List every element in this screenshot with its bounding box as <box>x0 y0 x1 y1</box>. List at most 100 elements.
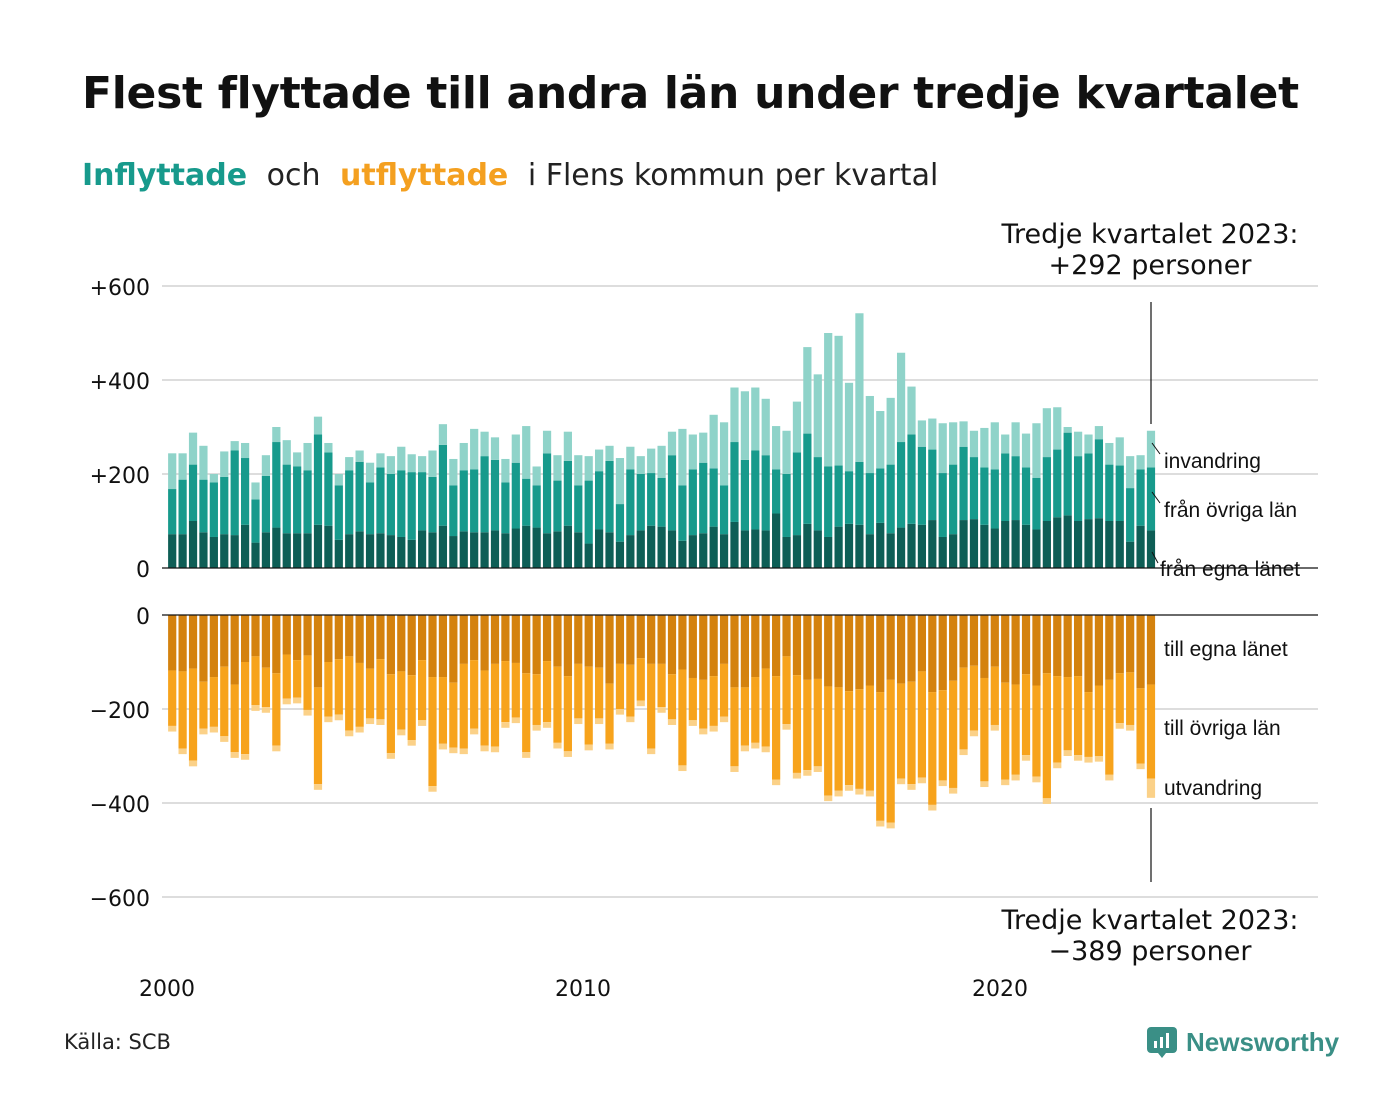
bar-from-egna <box>792 535 802 568</box>
bar-from-ovriga <box>678 485 687 541</box>
bar-from-egna <box>480 532 489 568</box>
bar-from-egna <box>199 532 208 568</box>
bar-till-ovriga <box>938 690 947 781</box>
bar-invandring <box>1136 455 1145 470</box>
bar-utvandring <box>501 722 510 728</box>
bar-till-egna <box>990 615 999 667</box>
bar-utvandring <box>855 788 864 795</box>
bar-till-ovriga <box>1021 674 1031 756</box>
bar-till-ovriga <box>605 683 614 744</box>
bar-utvandring <box>647 748 656 755</box>
bar-invandring <box>844 382 854 472</box>
bar-till-egna <box>928 615 937 693</box>
bar-invandring <box>230 441 239 451</box>
bar-from-ovriga <box>1146 467 1156 531</box>
bar-utvandring <box>980 781 989 788</box>
bar-utvandring <box>1126 724 1135 731</box>
bar-till-ovriga <box>293 660 302 698</box>
bar-from-ovriga <box>938 473 947 537</box>
bar-from-egna <box>501 533 510 568</box>
bar-utvandring <box>490 746 500 753</box>
bar-from-ovriga <box>522 478 531 526</box>
bar-from-egna <box>886 533 895 568</box>
bar-utvandring <box>1011 774 1020 781</box>
bar-from-egna <box>824 536 833 568</box>
label-leader-fran-ovriga <box>1151 491 1161 504</box>
bar-from-egna <box>1042 521 1051 568</box>
bar-from-egna <box>584 543 593 568</box>
bar-till-ovriga <box>303 655 312 710</box>
bar-utvandring <box>293 697 302 704</box>
bar-from-ovriga <box>199 479 208 533</box>
bar-from-ovriga <box>490 459 500 531</box>
bar-till-ovriga <box>740 687 749 746</box>
bar-from-ovriga <box>667 455 677 531</box>
bar-till-ovriga <box>949 680 958 788</box>
label-leader-fran-egna <box>1151 551 1159 564</box>
bar-invandring <box>699 432 708 463</box>
bar-invandring <box>751 387 760 451</box>
bar-till-ovriga <box>980 677 989 782</box>
grid-lines <box>162 285 1318 898</box>
bar-till-egna <box>1126 615 1135 673</box>
bar-till-ovriga <box>855 689 864 789</box>
bar-till-egna <box>1105 615 1114 680</box>
bar-till-ovriga <box>907 681 916 785</box>
bar-invandring <box>542 430 552 454</box>
bar-utvandring <box>563 751 572 757</box>
bar-till-ovriga <box>1126 672 1135 725</box>
bar-utvandring <box>574 718 583 725</box>
bar-invandring <box>647 448 656 474</box>
bar-till-ovriga <box>730 687 739 767</box>
bar-invandring <box>574 455 583 486</box>
bar-till-ovriga <box>803 679 812 771</box>
bar-from-ovriga <box>261 475 271 533</box>
bar-till-ovriga <box>1094 685 1104 756</box>
bar-from-ovriga <box>188 464 198 521</box>
bar-till-ovriga <box>813 678 822 767</box>
bar-invandring <box>1115 437 1124 466</box>
label-utvandring: utvandring <box>1164 777 1262 800</box>
bar-from-ovriga <box>990 469 999 529</box>
bar-till-egna <box>459 615 468 664</box>
bar-till-ovriga <box>188 668 198 761</box>
bar-till-egna <box>345 615 354 657</box>
bar-till-ovriga <box>355 662 364 727</box>
bar-utvandring <box>865 790 874 797</box>
bar-till-ovriga <box>501 661 510 723</box>
bar-from-egna <box>605 532 614 568</box>
bar-till-ovriga <box>636 658 645 701</box>
bar-till-egna <box>449 615 458 683</box>
bar-from-egna <box>719 534 729 568</box>
bar-from-egna <box>709 526 718 568</box>
bar-till-egna <box>334 615 343 660</box>
bar-utvandring <box>824 795 833 802</box>
bar-from-egna <box>178 534 187 568</box>
bar-till-ovriga <box>345 656 354 731</box>
bar-till-egna <box>397 615 406 672</box>
bar-utvandring <box>240 754 250 760</box>
bar-invandring <box>907 386 916 435</box>
bar-utvandring <box>886 822 895 829</box>
y-tick-top-0: 0 <box>136 558 150 583</box>
bar-till-egna <box>824 615 833 687</box>
bar-till-ovriga <box>1115 673 1124 724</box>
bar-till-egna <box>1146 615 1156 685</box>
bar-utvandring <box>595 718 604 725</box>
bar-from-egna <box>667 530 677 568</box>
bar-from-ovriga <box>730 442 739 522</box>
bar-from-egna <box>1011 520 1020 568</box>
bar-utvandring <box>740 745 749 752</box>
bar-utvandring <box>313 784 323 790</box>
bar-from-ovriga <box>365 482 375 535</box>
bar-utvandring <box>261 707 271 713</box>
bar-till-ovriga <box>480 670 489 746</box>
label-leader-invandring <box>1151 442 1161 455</box>
bar-utvandring <box>188 760 198 767</box>
bar-till-egna <box>595 615 604 668</box>
bar-utvandring <box>792 772 802 779</box>
bar-from-egna <box>740 530 749 568</box>
bar-from-egna <box>782 536 791 568</box>
newsworthy-logo: Newsworthy <box>1146 1022 1339 1062</box>
